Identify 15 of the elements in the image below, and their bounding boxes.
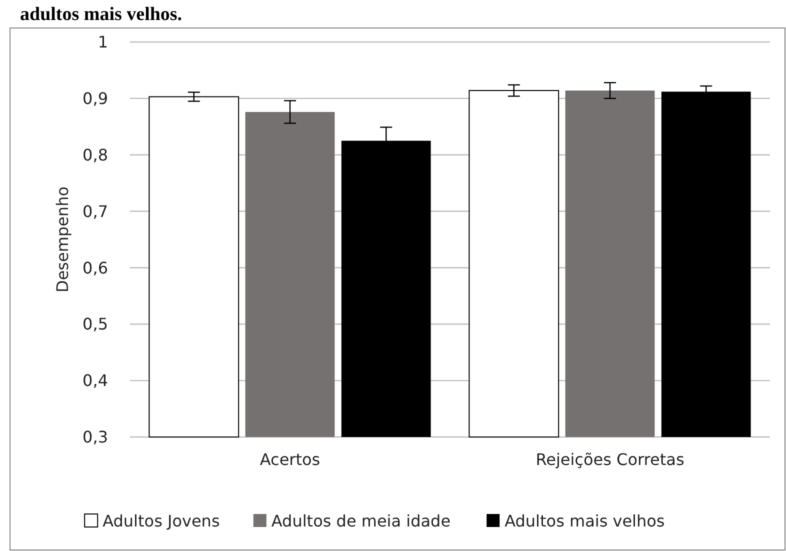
legend-label: Adultos Jovens [102, 512, 220, 531]
legend-label: Adultos de meia idade [271, 512, 451, 531]
y-tick-label: 1 [98, 32, 108, 52]
y-tick-label: 0,4 [82, 371, 108, 390]
y-tick-label: 0,7 [82, 202, 108, 221]
x-tick-label: Rejeições Corretas [536, 450, 684, 469]
y-axis-title: Desempenho [53, 186, 72, 292]
y-tick-label: 0,3 [82, 428, 108, 447]
y-tick-label: 0,6 [82, 258, 108, 278]
y-tick-label: 0,5 [82, 314, 108, 334]
legend-label: Adultos mais velhos [504, 512, 665, 531]
y-tick-label: 0,9 [82, 89, 108, 108]
y-tick-label: 0,8 [82, 145, 108, 164]
x-tick-label: Acertos [260, 450, 320, 469]
chart-title: adultos mais velhos. [20, 4, 182, 25]
